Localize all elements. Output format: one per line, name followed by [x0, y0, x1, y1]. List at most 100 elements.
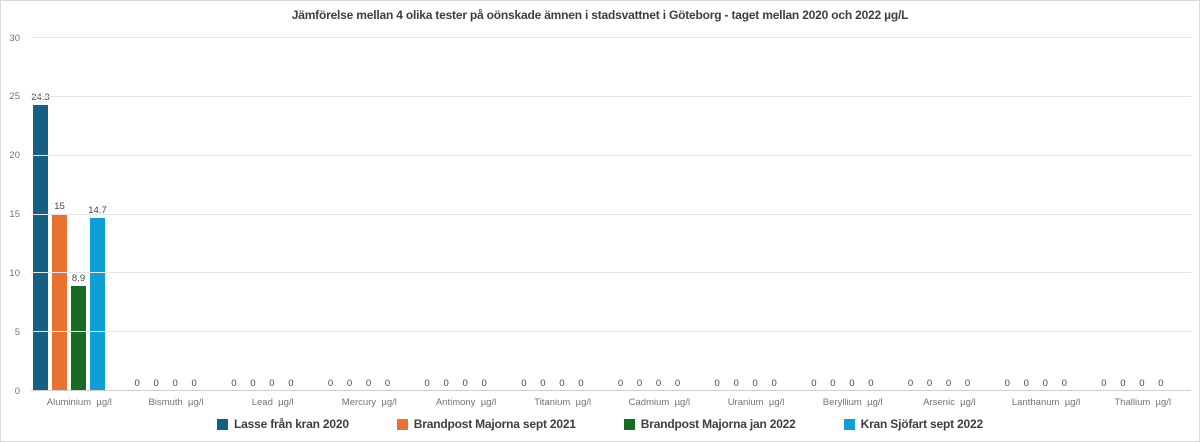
- legend-swatch: [396, 418, 408, 430]
- bar-value-label: 0: [752, 377, 758, 389]
- bar-value-label: 0: [830, 377, 836, 389]
- bar-wrap: 0: [748, 38, 763, 391]
- bar-value-label: 0: [250, 377, 256, 389]
- category-label: Lead µg/l: [251, 397, 294, 408]
- plot-slots: 24.3 15 8.9 14.7 0 0 0 0 0 0 0 0 0 0 0 0 0 0 0 0 0 0 0 0 0 0 0 0 0 0 0…: [31, 38, 1191, 391]
- category-label: Mercury µg/l: [341, 397, 397, 408]
- bar-wrap: 0: [380, 38, 395, 391]
- bar-value-label: 0: [424, 377, 430, 389]
- bar-wrap: 0: [168, 38, 183, 391]
- bar-wrap: 0: [767, 38, 782, 391]
- y-tick-label: 25: [9, 91, 20, 103]
- y-tick-label: 10: [9, 267, 20, 279]
- bar-wrap: 0: [342, 38, 357, 391]
- bar-value-label: 0: [346, 377, 353, 389]
- bar-wrap: 0: [903, 38, 918, 391]
- bar-value-label: 0: [849, 377, 855, 389]
- bar-value-label: 0: [578, 377, 584, 389]
- bar-wrap: 0: [632, 38, 647, 391]
- bar-wrap: 0: [710, 38, 725, 391]
- legend-label: Lasse från kran 2020: [234, 417, 349, 431]
- legend: Lasse från kran 2020 Brandpost Majorna se…: [1, 417, 1199, 431]
- bar-wrap: 0: [516, 38, 531, 391]
- bar-value-label: 0: [945, 377, 952, 389]
- category-slot: 24.3 15 8.9 14.7: [31, 38, 128, 391]
- bar-value-label: 0: [907, 377, 914, 389]
- bar-value-label: 24.3: [31, 91, 50, 103]
- bar-wrap: 0: [1096, 38, 1111, 391]
- y-tick-label: 15: [9, 208, 20, 220]
- bar-wrap: 0: [283, 38, 298, 391]
- bar-value-label: 0: [655, 377, 662, 389]
- bar-wrap: 0: [535, 38, 550, 391]
- legend-swatch: [843, 418, 855, 430]
- bar-value-label: 0: [964, 377, 971, 389]
- bar-wrap: 0: [1134, 38, 1149, 391]
- bar-value-label: 0: [733, 377, 739, 389]
- bar-wrap: 0: [187, 38, 202, 391]
- legend-item: Kran Sjöfart sept 2022: [843, 417, 983, 431]
- bar-wrap: 0: [245, 38, 260, 391]
- bar-wrap: 0: [729, 38, 744, 391]
- legend-item: Brandpost Majorna sept 2021: [396, 417, 576, 431]
- bar-wrap: 0: [264, 38, 279, 391]
- bar-value-label: 0: [191, 377, 197, 389]
- category-label: Uranium µg/l: [727, 397, 785, 408]
- bar-value-label: 0: [540, 377, 546, 389]
- bar-value-label: 0: [1120, 377, 1126, 389]
- bar-wrap: 0: [613, 38, 628, 391]
- bar-value-label: 0: [481, 377, 487, 389]
- bar-value-label: 0: [288, 377, 294, 389]
- bar-value-label: 15: [54, 201, 65, 212]
- bar-wrap: 0: [323, 38, 338, 391]
- bar-value-label: 0: [617, 377, 624, 389]
- bar-value-label: 0: [714, 377, 720, 389]
- bar-wrap: 0: [477, 38, 492, 391]
- bar-value-label: 0: [771, 377, 777, 389]
- bar-wrap: 0: [1019, 38, 1034, 391]
- bar-value-label: 0: [811, 377, 817, 389]
- category-label: Arsenic µg/l: [923, 397, 976, 408]
- bar-value-label: 0: [1101, 377, 1107, 389]
- bar-wrap: 24.3: [31, 38, 50, 391]
- bar-wrap: 0: [844, 38, 859, 391]
- bar-wrap: 0: [420, 38, 435, 391]
- bar-value-label: 0: [559, 377, 565, 389]
- bar-value-label: 0: [1061, 377, 1067, 389]
- y-axis: 0 5 10 15 20 25 30: [1, 33, 23, 395]
- bar-wrap: 0: [149, 38, 164, 391]
- category-label: Beryllium µg/l: [822, 397, 883, 408]
- bar-value-label: 0: [521, 377, 527, 389]
- bar-value-label: 0: [443, 377, 449, 389]
- bar: [90, 218, 105, 391]
- bar-wrap: 0: [573, 38, 588, 391]
- bar-wrap: 0: [458, 38, 473, 391]
- category-slot: 0 0 0 0: [514, 38, 611, 391]
- bar-wrap: 8.9: [71, 38, 86, 391]
- bar-wrap: 0: [554, 38, 569, 391]
- bar-group: 0 0 0 0: [516, 38, 588, 391]
- bar-value-label: 0: [365, 377, 372, 389]
- bar-wrap: 0: [1038, 38, 1053, 391]
- legend-swatch: [217, 418, 229, 430]
- y-tick-label: 30: [9, 32, 20, 44]
- category-label: Bismuth µg/l: [148, 397, 204, 408]
- bar-wrap: 0: [670, 38, 685, 391]
- bar-wrap: 0: [1153, 38, 1168, 391]
- bar-value-label: 0: [1042, 377, 1048, 389]
